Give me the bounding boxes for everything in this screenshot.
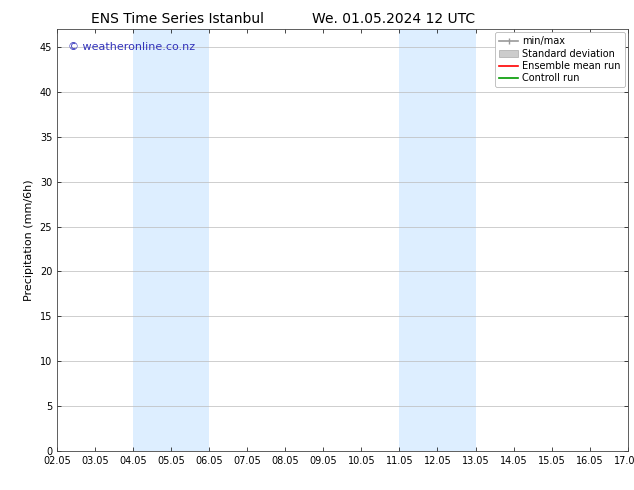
Text: ENS Time Series Istanbul: ENS Time Series Istanbul bbox=[91, 12, 264, 26]
Bar bbox=[399, 29, 476, 451]
Bar bbox=[133, 29, 209, 451]
Y-axis label: Precipitation (mm/6h): Precipitation (mm/6h) bbox=[24, 179, 34, 301]
Text: We. 01.05.2024 12 UTC: We. 01.05.2024 12 UTC bbox=[311, 12, 475, 26]
Text: © weatheronline.co.nz: © weatheronline.co.nz bbox=[68, 42, 196, 52]
Legend: min/max, Standard deviation, Ensemble mean run, Controll run: min/max, Standard deviation, Ensemble me… bbox=[495, 32, 624, 87]
